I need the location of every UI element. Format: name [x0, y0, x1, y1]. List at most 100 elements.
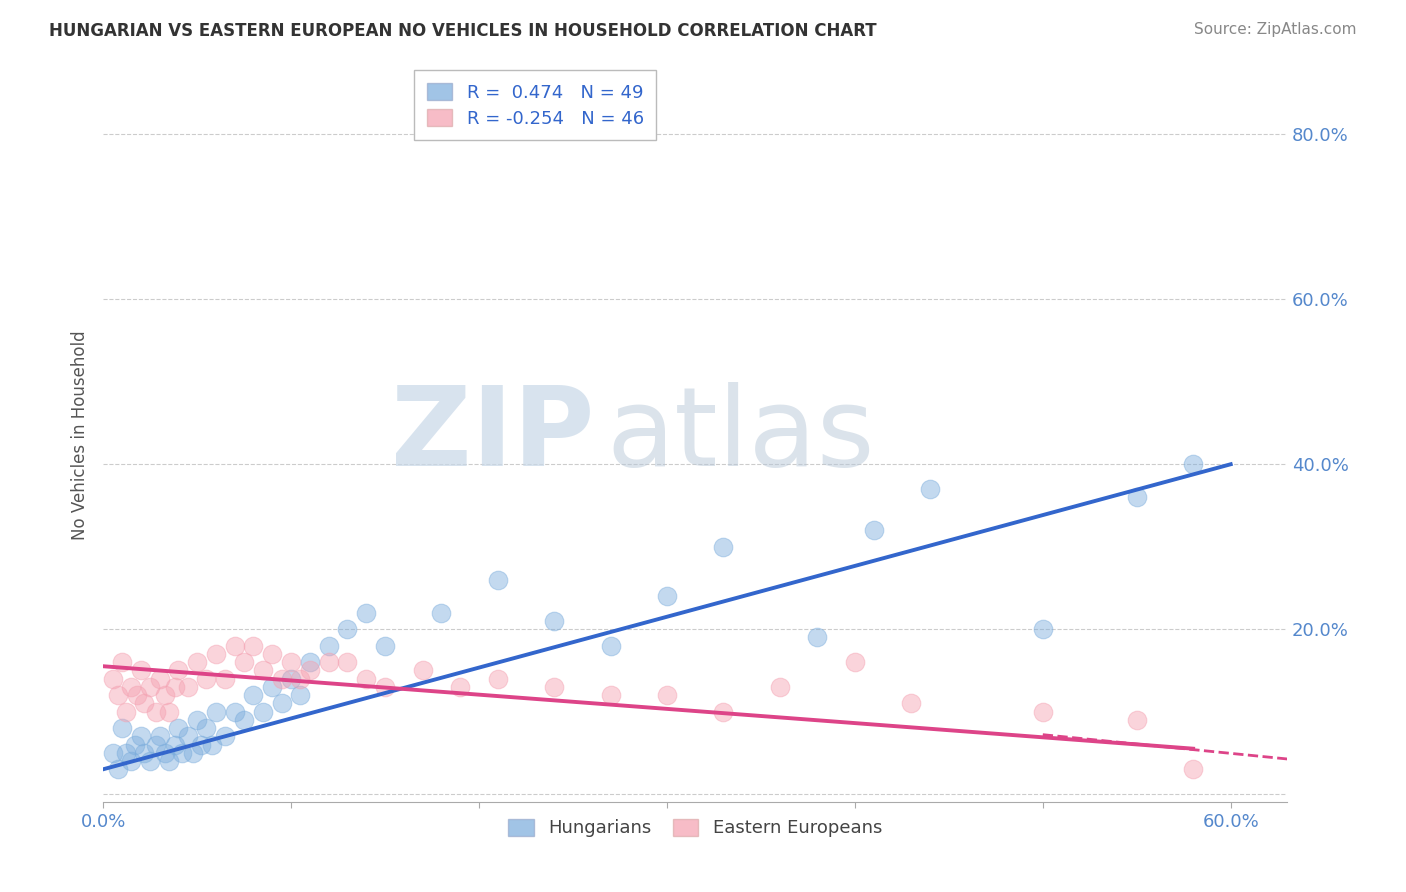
Point — [806, 631, 828, 645]
Point — [252, 705, 274, 719]
Point — [1125, 713, 1147, 727]
Point — [280, 672, 302, 686]
Point — [120, 680, 142, 694]
Point — [129, 664, 152, 678]
Point — [139, 754, 162, 768]
Point — [862, 523, 884, 537]
Point — [270, 696, 292, 710]
Point — [412, 664, 434, 678]
Point — [157, 754, 180, 768]
Point — [242, 688, 264, 702]
Point — [599, 688, 621, 702]
Point — [195, 721, 218, 735]
Point — [176, 680, 198, 694]
Point — [114, 705, 136, 719]
Point — [124, 738, 146, 752]
Point — [176, 729, 198, 743]
Text: ZIP: ZIP — [391, 382, 595, 489]
Text: HUNGARIAN VS EASTERN EUROPEAN NO VEHICLES IN HOUSEHOLD CORRELATION CHART: HUNGARIAN VS EASTERN EUROPEAN NO VEHICLE… — [49, 22, 877, 40]
Point — [543, 680, 565, 694]
Point — [242, 639, 264, 653]
Text: Source: ZipAtlas.com: Source: ZipAtlas.com — [1194, 22, 1357, 37]
Point — [101, 746, 124, 760]
Point — [186, 713, 208, 727]
Point — [486, 672, 509, 686]
Point — [153, 746, 176, 760]
Point — [298, 655, 321, 669]
Point — [224, 639, 246, 653]
Point — [270, 672, 292, 686]
Point — [354, 672, 377, 686]
Point — [114, 746, 136, 760]
Point — [170, 746, 193, 760]
Point — [318, 639, 340, 653]
Point — [107, 688, 129, 702]
Point — [1182, 457, 1205, 471]
Point — [195, 672, 218, 686]
Point — [711, 540, 734, 554]
Point — [354, 606, 377, 620]
Point — [543, 614, 565, 628]
Point — [145, 738, 167, 752]
Point — [318, 655, 340, 669]
Point — [111, 655, 134, 669]
Point — [280, 655, 302, 669]
Point — [224, 705, 246, 719]
Point — [1182, 762, 1205, 776]
Point — [262, 680, 284, 694]
Point — [449, 680, 471, 694]
Point — [201, 738, 224, 752]
Point — [163, 680, 186, 694]
Point — [1125, 490, 1147, 504]
Point — [655, 589, 678, 603]
Point — [233, 713, 256, 727]
Point — [1032, 705, 1054, 719]
Point — [145, 705, 167, 719]
Point — [374, 639, 396, 653]
Point — [711, 705, 734, 719]
Point — [205, 647, 228, 661]
Point — [844, 655, 866, 669]
Point — [129, 729, 152, 743]
Y-axis label: No Vehicles in Household: No Vehicles in Household — [72, 331, 89, 541]
Point — [298, 664, 321, 678]
Point — [153, 688, 176, 702]
Point — [163, 738, 186, 752]
Point — [655, 688, 678, 702]
Point — [214, 672, 236, 686]
Point — [125, 688, 148, 702]
Point — [336, 655, 359, 669]
Point — [186, 655, 208, 669]
Point — [120, 754, 142, 768]
Point — [214, 729, 236, 743]
Point — [167, 664, 190, 678]
Point — [262, 647, 284, 661]
Point — [233, 655, 256, 669]
Point — [111, 721, 134, 735]
Text: atlas: atlas — [606, 382, 875, 489]
Point — [1032, 622, 1054, 636]
Point — [900, 696, 922, 710]
Point — [167, 721, 190, 735]
Point — [148, 672, 170, 686]
Point — [769, 680, 792, 694]
Point — [918, 482, 941, 496]
Point — [290, 688, 312, 702]
Point — [374, 680, 396, 694]
Point — [157, 705, 180, 719]
Point — [486, 573, 509, 587]
Point — [183, 746, 205, 760]
Point — [139, 680, 162, 694]
Legend: Hungarians, Eastern Europeans: Hungarians, Eastern Europeans — [501, 812, 889, 845]
Point — [252, 664, 274, 678]
Point — [599, 639, 621, 653]
Point — [290, 672, 312, 686]
Point — [101, 672, 124, 686]
Point — [190, 738, 212, 752]
Point — [134, 746, 156, 760]
Point — [430, 606, 453, 620]
Point — [107, 762, 129, 776]
Point — [205, 705, 228, 719]
Point — [148, 729, 170, 743]
Point — [336, 622, 359, 636]
